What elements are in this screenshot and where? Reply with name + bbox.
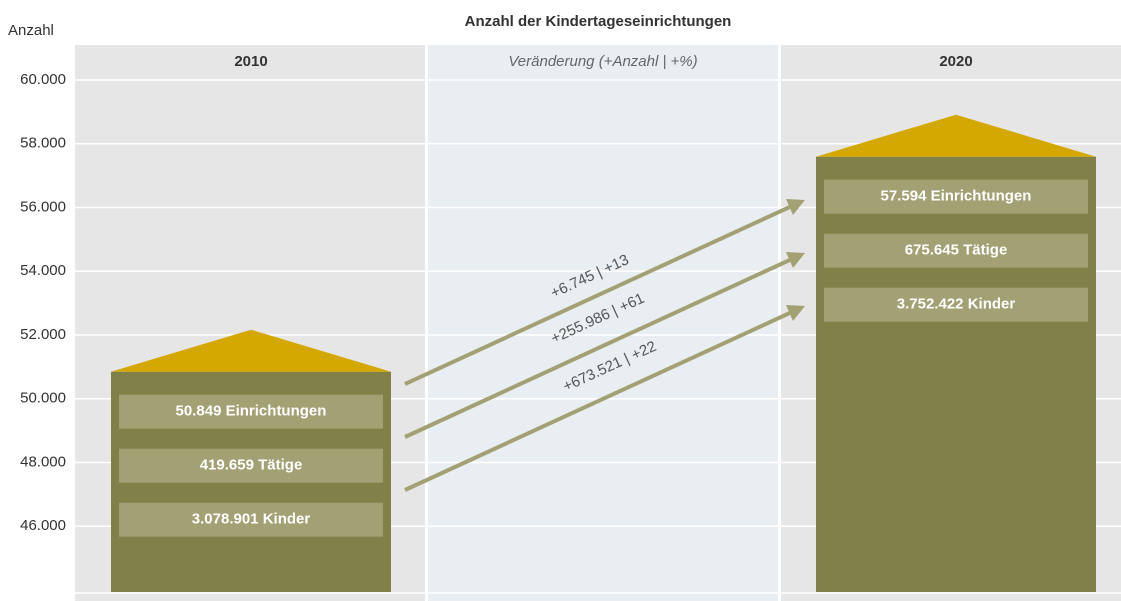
y-tick-label: 52.000 — [20, 326, 66, 343]
chart-title: Anzahl der Kindertageseinrichtungen — [465, 13, 732, 30]
label-box — [119, 394, 383, 429]
detail-label: 3.752.422 Kinder — [897, 296, 1016, 313]
detail-label: 675.645 Tätige — [905, 242, 1008, 259]
arrow-head — [786, 199, 805, 215]
y-tick-label: 48.000 — [20, 453, 66, 470]
value-label: 57.594 Einrichtungen — [881, 188, 1032, 205]
y-tick-label: 60.000 — [20, 71, 66, 88]
arrow-head — [786, 252, 805, 268]
value-label: 50.849 Einrichtungen — [176, 403, 327, 420]
label-box — [119, 502, 383, 537]
y-axis-label: Anzahl — [8, 22, 54, 39]
y-tick-label: 54.000 — [20, 262, 66, 279]
y-tick-label: 56.000 — [20, 198, 66, 215]
arrow — [404, 204, 792, 386]
column-header: 2020 — [939, 53, 972, 70]
label-box — [824, 287, 1088, 322]
y-tick-label: 58.000 — [20, 135, 66, 152]
y-tick-label: 50.000 — [20, 390, 66, 407]
detail-label: 419.659 Tätige — [200, 457, 303, 474]
y-tick-label: 46.000 — [20, 517, 66, 534]
label-box — [824, 233, 1088, 268]
label-box — [119, 448, 383, 483]
detail-label: 3.078.901 Kinder — [192, 511, 311, 528]
column-bg — [428, 45, 778, 601]
roof — [816, 114, 1096, 157]
arrow-head — [786, 305, 805, 321]
bar — [816, 156, 1096, 592]
change-header: Veränderung (+Anzahl | +%) — [508, 53, 697, 70]
arrow — [404, 257, 792, 439]
label-box — [824, 179, 1088, 214]
roof — [111, 329, 391, 372]
column-header: 2010 — [234, 53, 267, 70]
arrow — [404, 310, 792, 492]
